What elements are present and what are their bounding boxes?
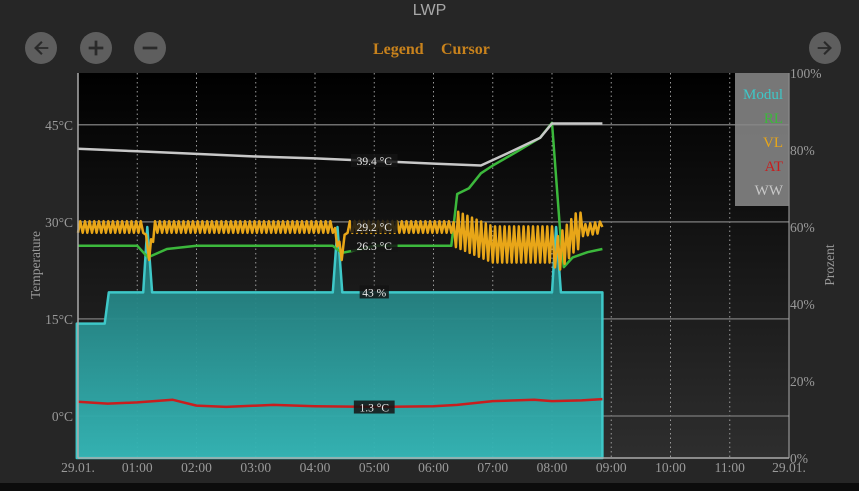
minus-icon: [142, 46, 158, 50]
x-tick-label: 01:00: [122, 460, 153, 475]
y2-tick-label: 40%: [790, 297, 815, 312]
y-tick-label: 15°C: [45, 312, 73, 327]
x-tick-label: 04:00: [300, 460, 331, 475]
zoom-out-button[interactable]: [134, 32, 166, 64]
y-axis-title: Temperature: [28, 231, 43, 299]
y2-tick-label: 60%: [790, 220, 815, 235]
cursor-label-bg: [359, 285, 389, 299]
legend-toggle[interactable]: Legend: [373, 41, 424, 58]
legend-item-ww: WW: [755, 183, 784, 199]
x-tick-label: 29.01.: [772, 460, 806, 475]
x-tick-label: 07:00: [477, 460, 508, 475]
cursor-label-bg: [350, 220, 398, 233]
plus-icon: [88, 40, 104, 56]
cursor-value-label: 1.3 °C: [359, 403, 389, 415]
cursor-value-label: 26.3 °C: [357, 241, 393, 253]
x-tick-label: 10:00: [655, 460, 686, 475]
x-tick-label: 11:00: [715, 460, 745, 475]
x-tick-label: 02:00: [181, 460, 212, 475]
x-tick-label: 29.01.: [61, 460, 95, 475]
arrow-right-icon: [817, 41, 832, 55]
x-tick-label: 08:00: [537, 460, 568, 475]
cursor-label-bg: [350, 154, 398, 167]
x-tick-label: 09:00: [596, 460, 627, 475]
series-vl-line: [76, 210, 604, 271]
bottom-bar: [0, 483, 859, 491]
cursor-value-label: 43 %: [362, 287, 386, 299]
legend-item-modul: Modul: [743, 87, 783, 103]
cursor-label-bg: [353, 400, 395, 414]
series-rl-line: [78, 121, 603, 269]
y2-tick-label: 0%: [790, 451, 808, 466]
y-tick-label: 0°C: [52, 409, 73, 424]
arrow-left-icon: [34, 41, 49, 55]
y2-tick-label: 100%: [790, 66, 822, 81]
series-modul-area: [75, 225, 604, 460]
cursor-value-label: 29.2 °C: [357, 222, 393, 234]
legend-item-vl: VL: [763, 135, 783, 151]
forward-button[interactable]: [809, 32, 841, 64]
cursor-value-label: 39.4 °C: [357, 156, 393, 168]
x-tick-label: 03:00: [240, 460, 271, 475]
legend-item-rl: RL: [764, 111, 783, 127]
y-tick-label: 45°C: [45, 118, 73, 133]
y2-axis-title: Prozent: [822, 244, 837, 285]
y2-tick-label: 80%: [790, 143, 815, 158]
series-at-line: [77, 397, 603, 409]
series-ww-line: [77, 122, 603, 167]
back-button[interactable]: [25, 32, 57, 64]
y2-tick-label: 20%: [790, 374, 815, 389]
cursor-label-bg: [350, 238, 398, 252]
x-tick-label: 06:00: [418, 460, 449, 475]
cursor-toggle[interactable]: Cursor: [441, 41, 490, 58]
legend-box: [735, 73, 789, 206]
zoom-in-button[interactable]: [80, 32, 112, 64]
x-tick-label: 05:00: [359, 460, 390, 475]
app-title: LWP: [412, 2, 447, 19]
y-tick-label: 30°C: [45, 215, 73, 230]
legend-item-at: AT: [765, 159, 783, 175]
